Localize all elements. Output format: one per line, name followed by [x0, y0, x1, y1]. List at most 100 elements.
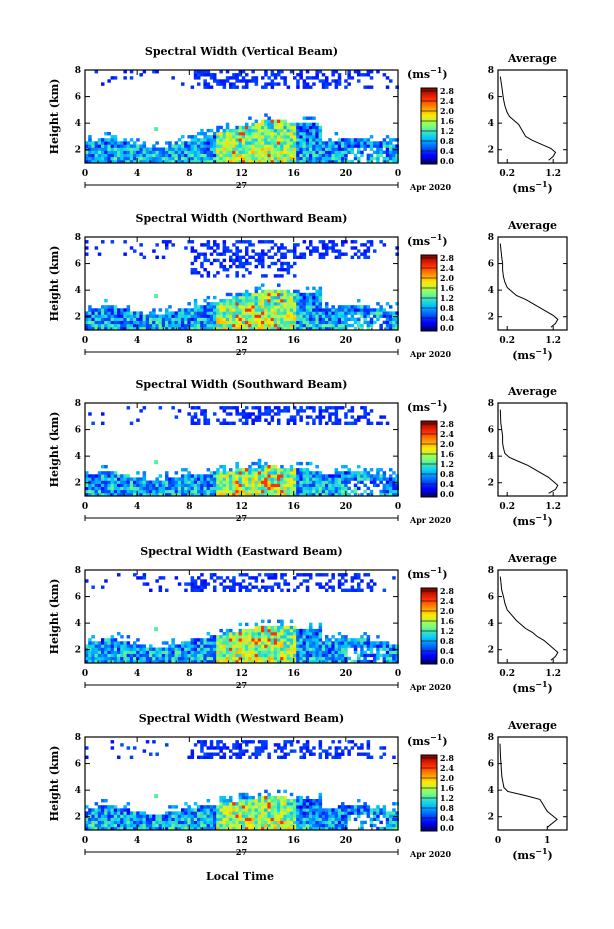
heatmap-cell	[328, 406, 332, 410]
heatmap-cell	[133, 323, 137, 328]
heatmap-cell	[168, 659, 172, 664]
heatmap-cell	[251, 477, 255, 481]
x-tick-label: 20	[340, 669, 353, 679]
heatmap-cell	[373, 582, 377, 586]
heatmap-cell	[235, 85, 239, 89]
heatmap-cell	[139, 317, 143, 321]
heatmap-cell	[245, 638, 249, 642]
heatmap-cell	[101, 647, 105, 651]
heatmap-cell	[293, 477, 297, 481]
heatmap-cell	[168, 156, 172, 161]
heatmap-cell	[245, 305, 249, 309]
heatmap-cell	[385, 156, 390, 161]
heatmap-cell	[216, 153, 220, 158]
heatmap-cell	[254, 323, 259, 328]
heatmap-cell	[277, 641, 281, 645]
heatmap-cell	[363, 471, 367, 475]
heatmap-cell	[357, 70, 361, 74]
heatmap-cell	[222, 305, 227, 309]
heatmap-cell	[133, 317, 137, 321]
heatmap-cell	[293, 625, 297, 630]
heatmap-cell	[107, 820, 111, 825]
heatmap-cell	[117, 823, 121, 828]
heatmap-cell	[97, 252, 102, 256]
heatmap-cell	[203, 755, 207, 759]
heatmap-cell	[245, 295, 249, 300]
heatmap-cell	[296, 656, 300, 661]
heatmap-cell	[200, 70, 204, 74]
heatmap-cell	[235, 295, 239, 300]
heatmap-cell	[174, 480, 179, 484]
heatmap-cell	[241, 323, 246, 328]
heatmap-cell	[152, 70, 156, 74]
heatmap-cell	[331, 635, 335, 639]
heatmap-cell	[229, 320, 233, 325]
heatmap-cell	[142, 159, 147, 164]
heatmap-cell	[318, 135, 323, 139]
heatmap-cell	[187, 808, 191, 812]
heatmap-cell	[353, 638, 358, 642]
heatmap-cell	[229, 138, 233, 142]
heatmap-cell	[222, 489, 227, 494]
heatmap-cell	[197, 492, 201, 497]
heatmap-cell	[315, 76, 319, 80]
heatmap-cell	[270, 576, 275, 580]
heatmap-cell	[248, 326, 252, 331]
heatmap-cell	[200, 656, 204, 661]
heatmap-cell	[366, 659, 371, 664]
heatmap-cell	[101, 317, 105, 321]
heatmap-cell	[257, 156, 262, 161]
heatmap-cell	[347, 644, 351, 648]
heatmap-cell	[126, 150, 131, 154]
heatmap-cell	[184, 489, 188, 494]
heatmap-cell	[126, 635, 131, 639]
heatmap-cell	[181, 653, 185, 658]
heatmap-cell	[91, 659, 95, 664]
heatmap-cell	[369, 477, 374, 481]
heatmap-cell	[299, 632, 303, 636]
heatmap-cell	[190, 823, 195, 828]
heatmap-cell	[273, 628, 278, 633]
heatmap-cell	[369, 70, 374, 74]
heatmap-cell	[280, 264, 284, 269]
heatmap-cell	[289, 320, 294, 325]
heatmap-cell	[277, 132, 281, 136]
heatmap-cell	[209, 150, 214, 154]
heatmap-cell	[318, 486, 323, 491]
date-day: 27	[236, 513, 247, 523]
heatmap-cell	[190, 483, 195, 487]
heatmap-cell	[126, 474, 131, 478]
heatmap-cell	[165, 814, 169, 818]
heatmap-cell	[245, 317, 249, 321]
heatmap-cell	[229, 820, 233, 825]
heatmap-cell	[273, 477, 278, 481]
heatmap-cell	[280, 314, 284, 318]
heatmap-cell	[273, 128, 278, 133]
heatmap-cell	[190, 650, 195, 654]
heatmap-cell	[213, 492, 217, 497]
heatmap-cell	[213, 249, 217, 253]
heatmap-cell	[149, 311, 153, 315]
heatmap-cell	[219, 799, 223, 803]
heatmap-cell	[190, 320, 195, 325]
heatmap-cell	[318, 585, 323, 589]
heatmap-cell	[232, 582, 236, 586]
heatmap-cell	[334, 317, 339, 321]
heatmap-cell	[251, 150, 255, 154]
heatmap-cell	[341, 492, 345, 497]
heatmap-cell	[264, 588, 268, 592]
heatmap-cell	[113, 480, 118, 484]
heatmap-cell	[232, 489, 236, 494]
heatmap-cell	[315, 153, 319, 158]
heatmap-cell	[312, 477, 316, 481]
heatmap-cell	[277, 409, 281, 413]
heatmap-cell	[158, 489, 163, 494]
heatmap-cell	[133, 483, 137, 487]
heatmap-cell	[187, 647, 191, 651]
heatmap-cell	[222, 249, 227, 253]
heatmap-cell	[94, 811, 99, 815]
heatmap-cell	[270, 409, 275, 413]
heatmap-cell	[165, 588, 169, 592]
heatmap-cell	[241, 317, 246, 321]
heatmap-cell	[328, 156, 332, 161]
